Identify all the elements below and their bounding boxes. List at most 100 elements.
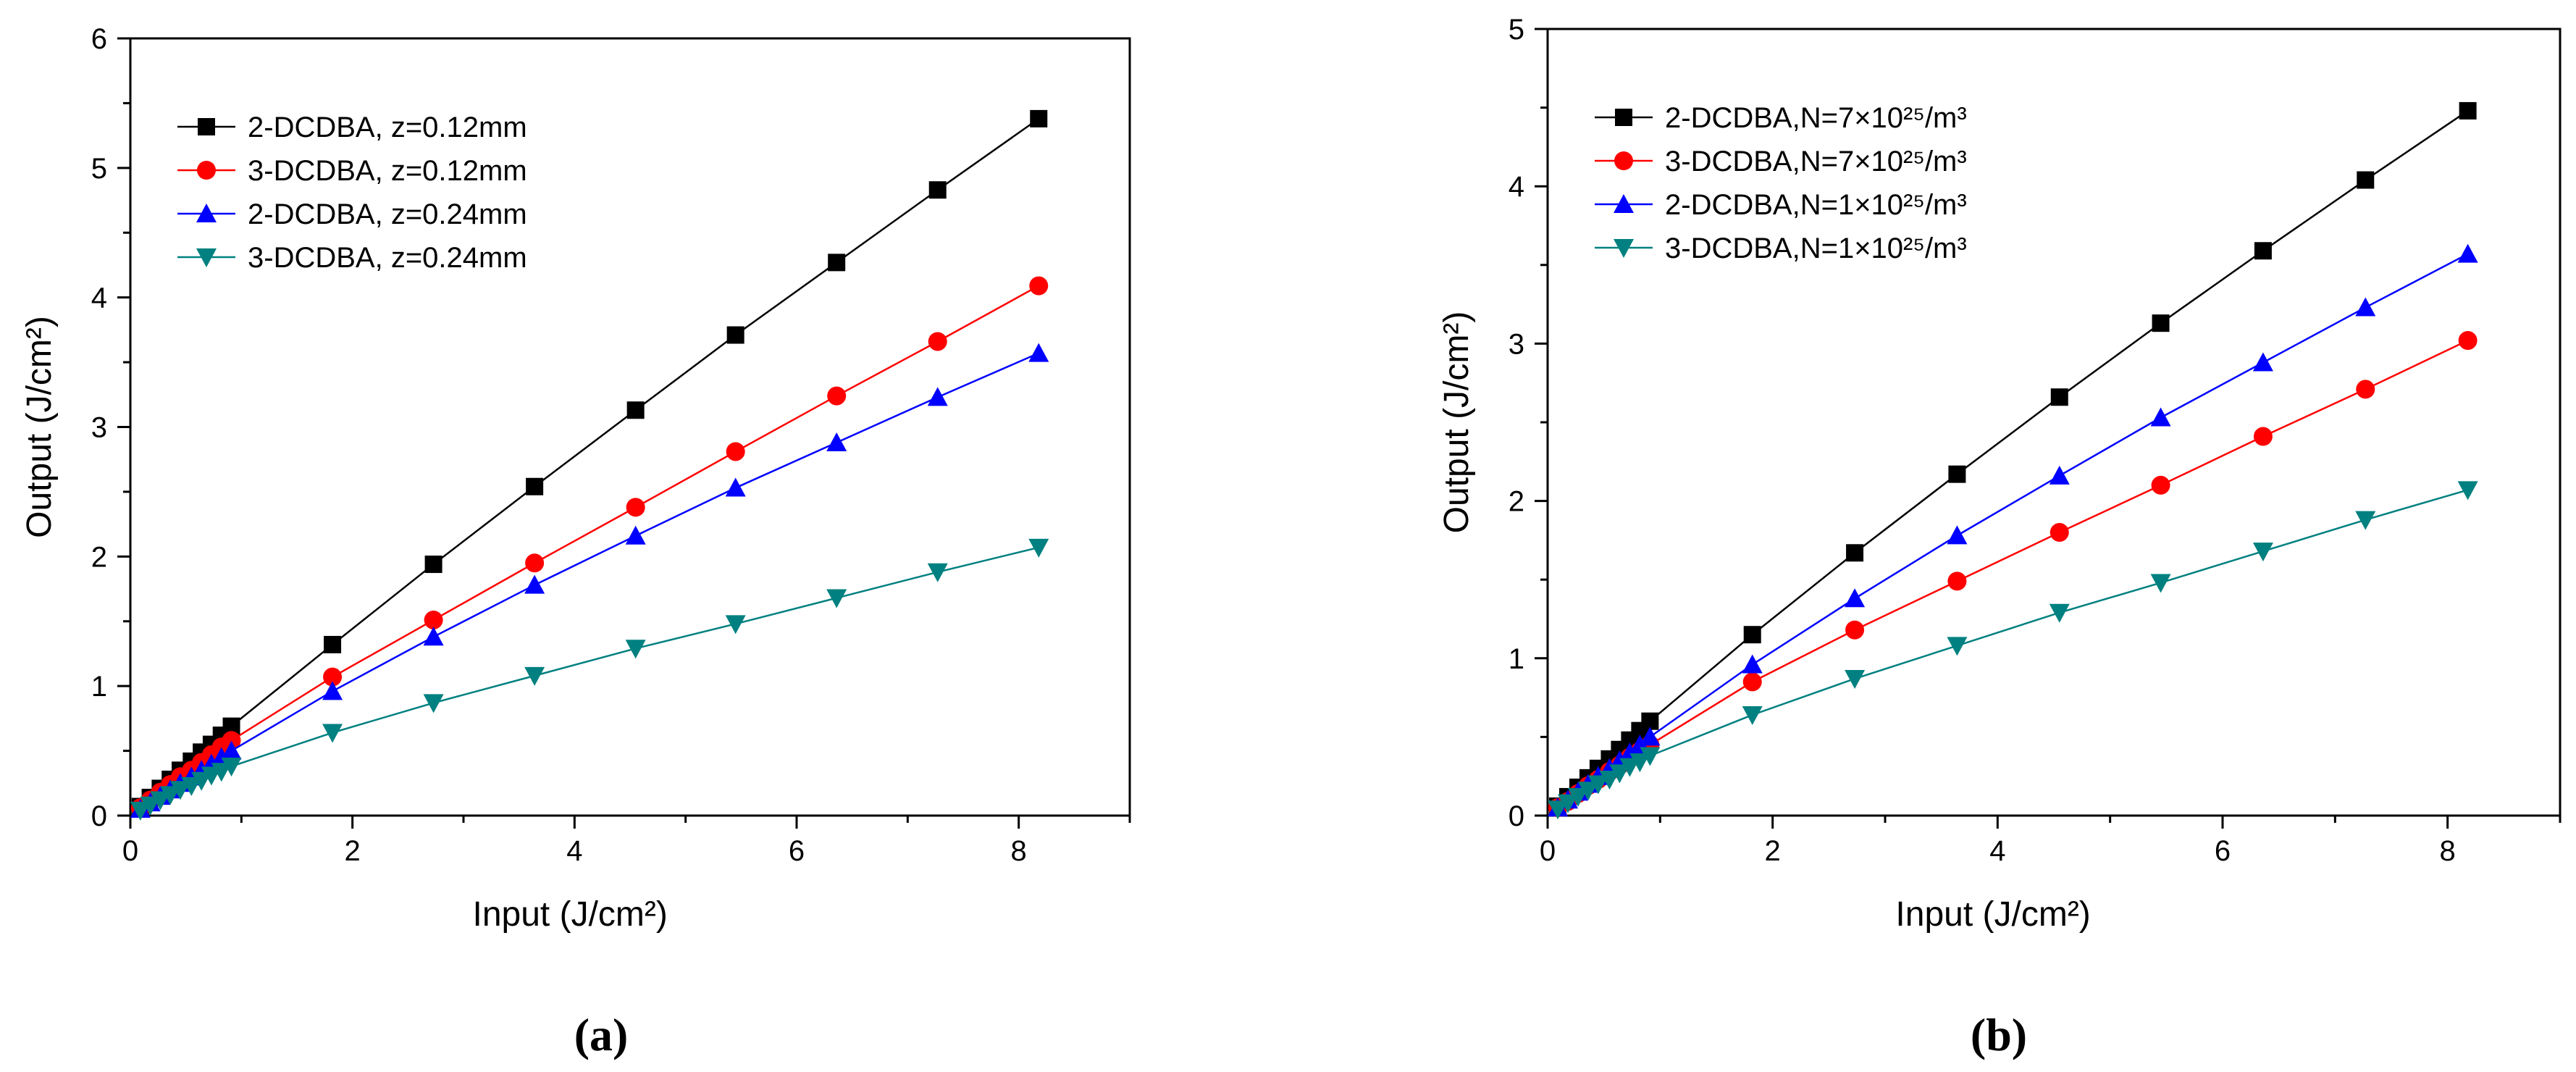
panel-a-x-tick-label: 6: [789, 835, 805, 867]
data-point: [2049, 603, 2070, 623]
panel-b-y-tick-label: 3: [1509, 328, 1524, 360]
data-point: [1948, 465, 1966, 483]
chart-panel-a: 0 2 4 6 8 0 1 2 3 4 5 6 Input (J/cm²) Output (J/cm²) 2…: [20, 23, 1131, 1060]
data-point: [1845, 588, 1866, 608]
panel-a-x-tick-label: 2: [345, 835, 361, 867]
panel-a-series-3-dcdba-z-0-24mm: [130, 538, 1049, 821]
data-point: [211, 763, 232, 782]
legend-label: 3-DCDBA,N=1×10²⁵/m³: [1665, 233, 1967, 264]
data-point: [322, 724, 343, 743]
panel-a-y-tick-label: 4: [91, 282, 107, 314]
data-point: [928, 332, 947, 351]
data-point: [1947, 637, 1968, 656]
data-point: [2150, 407, 2171, 427]
data-point: [2152, 314, 2170, 332]
data-point: [322, 681, 343, 700]
data-point: [1030, 109, 1048, 127]
data-point: [2356, 380, 2375, 399]
panel-b-x-tick-label: 8: [2440, 835, 2456, 867]
data-point: [1028, 538, 1049, 558]
data-point: [324, 635, 342, 653]
panel-a-y-tick-label: 6: [91, 23, 107, 55]
data-point: [625, 525, 646, 545]
data-point: [2357, 171, 2375, 189]
legend-label: 3-DCDBA,N=7×10²⁵/m³: [1665, 146, 1967, 177]
data-point: [928, 181, 947, 199]
legend-marker: [1614, 151, 1633, 170]
data-point: [1947, 525, 1968, 545]
legend-label: 2-DCDBA,N=7×10²⁵/m³: [1665, 102, 1967, 134]
panel-b-series-2-dcdba-n-1-10-m: [1547, 243, 2478, 817]
panel-b-x-tick-label: 6: [2215, 835, 2231, 867]
data-point: [2459, 101, 2477, 120]
data-point: [2254, 242, 2272, 260]
data-point: [927, 563, 948, 582]
data-point: [1587, 775, 1608, 795]
data-point: [2151, 475, 2170, 495]
legend-marker: [198, 118, 215, 135]
data-point: [2050, 388, 2068, 406]
panel-a-series-3-dcdba-z-0-12mm: [130, 276, 1049, 818]
panel-a-y-tick-label: 1: [91, 671, 107, 703]
data-point: [524, 574, 545, 594]
data-point: [1567, 787, 1588, 807]
legend-marker: [196, 248, 217, 267]
legend-marker: [1614, 239, 1634, 258]
data-point: [626, 498, 645, 517]
panel-b-x-axis-label: Input (J/cm²): [1895, 895, 2090, 934]
data-point: [1742, 672, 1762, 692]
data-point: [826, 432, 847, 451]
data-point: [181, 776, 202, 796]
data-point: [526, 477, 544, 495]
panel-b-y-tick-label: 0: [1509, 800, 1524, 832]
data-point: [625, 640, 646, 659]
data-point: [1743, 626, 1761, 644]
data-point: [1609, 764, 1630, 784]
data-point: [1029, 276, 1049, 296]
data-point: [424, 556, 442, 574]
panel-a-y-tick-label: 5: [91, 153, 107, 185]
data-point: [725, 615, 746, 635]
data-point: [626, 401, 645, 419]
legend-marker: [1615, 109, 1632, 126]
panel-b-series-3-dcdba-n-1-10-m: [1547, 481, 2478, 820]
data-point: [826, 589, 847, 608]
panel-b-y-tick-label: 5: [1509, 14, 1524, 46]
data-point: [221, 740, 242, 760]
panel-b-legend-entry: 3-DCDBA,N=1×10²⁵/m³: [1595, 233, 1967, 264]
series-line: [140, 546, 1039, 811]
data-point: [191, 771, 212, 791]
legend-label: 2-DCDBA, z=0.12mm: [248, 112, 527, 143]
data-point: [2458, 331, 2478, 351]
panel-a-y-tick-label: 2: [91, 541, 107, 573]
data-point: [222, 731, 241, 750]
data-point: [424, 610, 443, 629]
legend-marker: [197, 161, 216, 180]
panel-a-x-tick-label: 0: [122, 835, 138, 867]
data-point: [2253, 427, 2273, 446]
panel-a-y-tick-label: 3: [91, 412, 107, 444]
data-point: [2252, 352, 2273, 372]
data-point: [140, 796, 161, 816]
data-point: [1599, 771, 1620, 790]
data-point: [170, 781, 190, 800]
data-point: [525, 553, 545, 573]
data-point: [2150, 574, 2171, 593]
data-point: [1845, 620, 1865, 640]
panel-b-x-tick-label: 0: [1540, 835, 1556, 867]
data-point: [1640, 726, 1661, 746]
series-line: [1557, 489, 2468, 811]
data-point: [2049, 465, 2070, 485]
data-point: [524, 666, 545, 686]
panel-b-legend-entry: 3-DCDBA,N=7×10²⁵/m³: [1595, 146, 1967, 177]
data-point: [1028, 343, 1049, 362]
panel-a-legend-entry: 3-DCDBA, z=0.24mm: [177, 242, 527, 274]
legend-label: 3-DCDBA, z=0.12mm: [248, 155, 527, 187]
series-line: [140, 285, 1039, 809]
panel-a-x-axis-label: Input (J/cm²): [473, 895, 668, 934]
panel-a-legend-entry: 2-DCDBA, z=0.24mm: [177, 198, 527, 230]
data-point: [1577, 782, 1598, 801]
data-point: [1846, 544, 1864, 562]
panel-b-y-tick-label: 1: [1509, 643, 1524, 675]
